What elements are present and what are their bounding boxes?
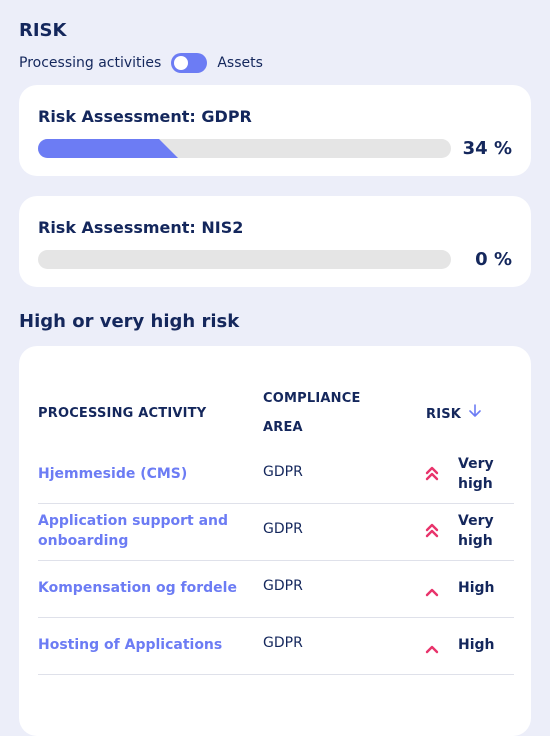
assessment-percent: 0 % (475, 249, 512, 270)
toggle-knob (174, 56, 189, 70)
toggle-label-assets[interactable]: Assets (217, 55, 263, 71)
double-chevron-up-icon (425, 465, 439, 485)
processing-activity-link[interactable]: Application support and onboarding (38, 513, 229, 549)
compliance-area-cell: GDPR (263, 464, 303, 480)
double-chevron-up-icon (425, 522, 439, 542)
compliance-area-cell: GDPR (263, 521, 303, 537)
processing-activity-link[interactable]: Hjemmeside (CMS) (38, 466, 188, 482)
risk-assessment-card-nis2[interactable]: Risk Assessment: NIS2 0 % (19, 196, 531, 287)
view-toggle-switch[interactable] (171, 53, 208, 73)
toggle-label-processing-activities[interactable]: Processing activities (19, 55, 162, 71)
header-line: COMPLIANCE (263, 391, 361, 406)
risk-level-label: Very high (458, 513, 494, 549)
column-header-compliance-area[interactable]: COMPLIANCE AREA (263, 384, 361, 442)
risk-page-title: RISK (19, 20, 67, 41)
table-row[interactable]: Kompensation og fordele GDPR High (38, 560, 514, 618)
chevron-up-icon (425, 639, 439, 658)
compliance-area-cell: GDPR (263, 578, 303, 594)
high-risk-table-card: PROCESSING ACTIVITY COMPLIANCE AREA RISK… (19, 346, 531, 736)
progress-fill-edge (159, 139, 179, 158)
table-row[interactable]: Hjemmeside (CMS) GDPR Very high (38, 446, 514, 504)
risk-assessment-card-gdpr[interactable]: Risk Assessment: GDPR 34 % (19, 85, 531, 176)
assessment-progress-fill (38, 139, 179, 158)
view-toggle-row: Processing activities Assets (19, 53, 263, 73)
assessment-progress-bar (38, 250, 451, 269)
high-risk-section-title: High or very high risk (19, 311, 240, 332)
assessment-percent: 34 % (462, 138, 512, 159)
risk-level-label: High (458, 580, 495, 596)
table-row[interactable]: Application support and onboarding GDPR Ve… (38, 503, 514, 561)
column-header-risk[interactable]: RISK (426, 399, 481, 429)
risk-level-label: High (458, 637, 495, 653)
table-row[interactable]: Hosting of Applications GDPR High (38, 617, 514, 675)
assessment-progress-bar (38, 139, 451, 158)
compliance-area-cell: GDPR (263, 635, 303, 651)
processing-activity-link[interactable]: Kompensation og fordele (38, 580, 237, 596)
arrow-down-icon[interactable] (469, 399, 481, 428)
processing-activity-link[interactable]: Hosting of Applications (38, 637, 223, 653)
header-line: AREA (263, 420, 303, 435)
risk-header-label: RISK (426, 407, 462, 422)
chevron-up-icon (425, 582, 439, 601)
column-header-processing-activity[interactable]: PROCESSING ACTIVITY (38, 406, 207, 421)
risk-level-label: Very high (458, 456, 494, 492)
assessment-title: Risk Assessment: GDPR (38, 107, 252, 126)
assessment-title: Risk Assessment: NIS2 (38, 218, 244, 237)
